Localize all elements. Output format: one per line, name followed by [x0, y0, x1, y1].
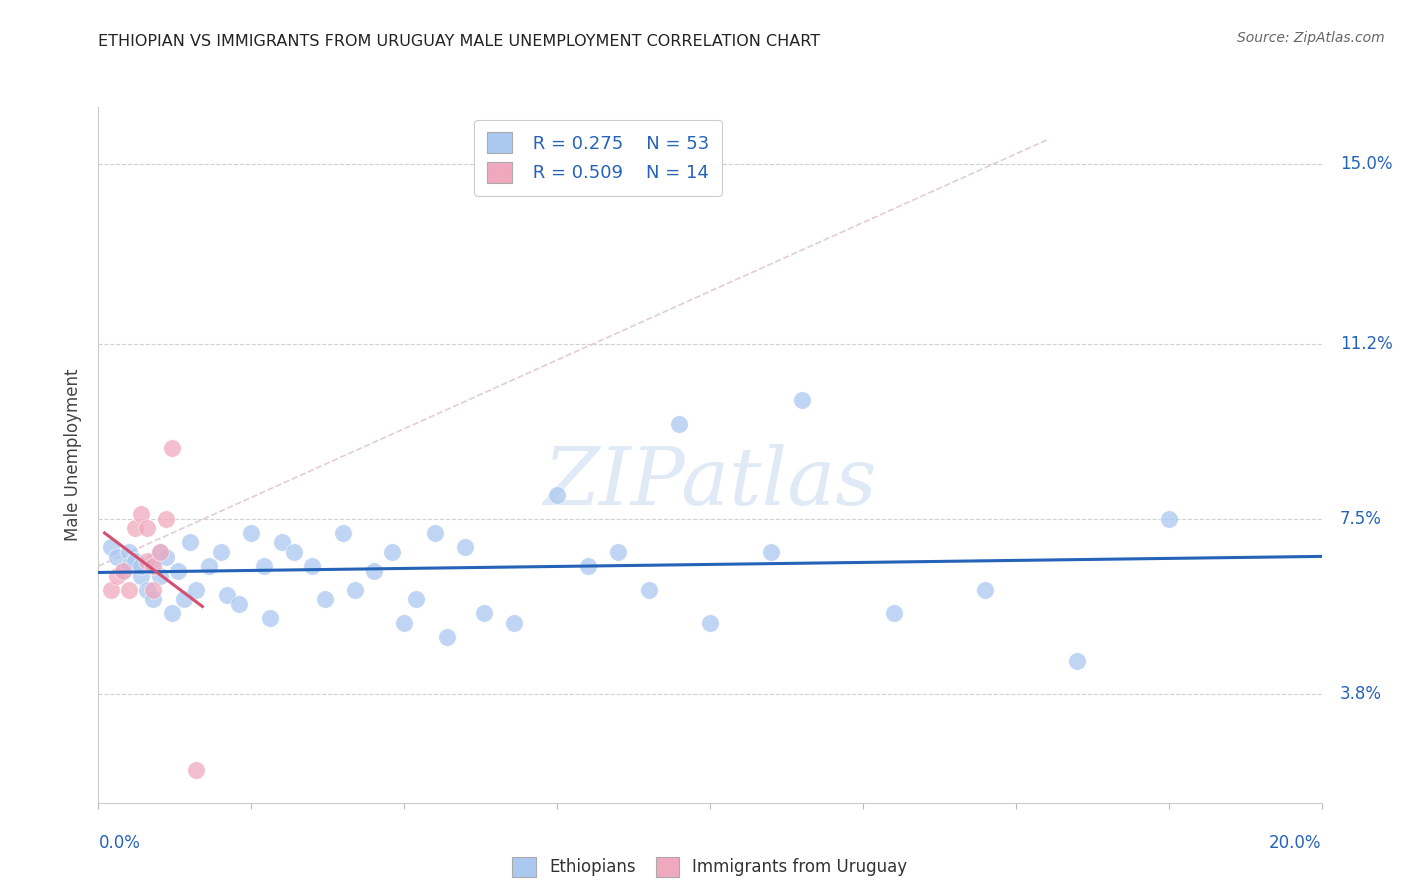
Point	[1157, 512, 1180, 526]
Text: 11.2%: 11.2%	[1340, 334, 1393, 352]
Point	[105, 549, 128, 564]
Point	[124, 554, 146, 568]
Point	[363, 564, 385, 578]
Point	[160, 607, 183, 621]
Point	[215, 588, 238, 602]
Point	[136, 521, 159, 535]
Point	[142, 554, 165, 568]
Point	[149, 545, 172, 559]
Point	[118, 559, 141, 574]
Text: 3.8%: 3.8%	[1340, 685, 1382, 703]
Text: ZIPatlas: ZIPatlas	[543, 444, 877, 522]
Point	[454, 540, 477, 554]
Point	[136, 582, 159, 597]
Point	[129, 559, 152, 574]
Point	[100, 540, 122, 554]
Point	[637, 582, 661, 597]
Point	[209, 545, 232, 559]
Point	[405, 592, 427, 607]
Point	[111, 564, 134, 578]
Point	[790, 393, 813, 408]
Point	[167, 564, 190, 578]
Text: 0.0%: 0.0%	[98, 834, 141, 852]
Point	[270, 535, 292, 549]
Point	[546, 488, 568, 502]
Text: ETHIOPIAN VS IMMIGRANTS FROM URUGUAY MALE UNEMPLOYMENT CORRELATION CHART: ETHIOPIAN VS IMMIGRANTS FROM URUGUAY MAL…	[98, 34, 821, 49]
Point	[100, 582, 122, 597]
Point	[436, 630, 458, 644]
Point	[252, 559, 274, 574]
Point	[883, 607, 905, 621]
Point	[576, 559, 599, 574]
Text: 7.5%: 7.5%	[1340, 510, 1382, 528]
Point	[173, 592, 195, 607]
Point	[759, 545, 782, 559]
Point	[332, 526, 354, 541]
Point	[472, 607, 495, 621]
Point	[1066, 654, 1088, 668]
Point	[381, 545, 404, 559]
Point	[186, 582, 208, 597]
Point	[423, 526, 446, 541]
Point	[314, 592, 336, 607]
Point	[699, 615, 721, 630]
Point	[392, 615, 416, 630]
Point	[160, 441, 183, 455]
Point	[283, 545, 305, 559]
Point	[111, 564, 134, 578]
Text: Source: ZipAtlas.com: Source: ZipAtlas.com	[1237, 31, 1385, 45]
Point	[142, 582, 165, 597]
Point	[149, 545, 172, 559]
Point	[186, 763, 208, 777]
Point	[142, 559, 165, 574]
Point	[118, 545, 141, 559]
Y-axis label: Male Unemployment: Male Unemployment	[65, 368, 83, 541]
Point	[344, 582, 367, 597]
Point	[136, 554, 159, 568]
Point	[155, 512, 177, 526]
Point	[149, 568, 172, 582]
Point	[179, 535, 201, 549]
Point	[197, 559, 219, 574]
Point	[142, 592, 165, 607]
Point	[668, 417, 690, 432]
Point	[129, 507, 152, 521]
Point	[228, 597, 250, 611]
Point	[503, 615, 526, 630]
Point	[155, 549, 177, 564]
Point	[259, 611, 281, 625]
Point	[124, 521, 146, 535]
Point	[240, 526, 263, 541]
Point	[118, 582, 141, 597]
Point	[974, 582, 997, 597]
Text: 20.0%: 20.0%	[1270, 834, 1322, 852]
Point	[105, 568, 128, 582]
Point	[129, 568, 152, 582]
Legend: Ethiopians, Immigrants from Uruguay: Ethiopians, Immigrants from Uruguay	[505, 849, 915, 885]
Point	[301, 559, 323, 574]
Point	[607, 545, 630, 559]
Text: 15.0%: 15.0%	[1340, 155, 1392, 173]
